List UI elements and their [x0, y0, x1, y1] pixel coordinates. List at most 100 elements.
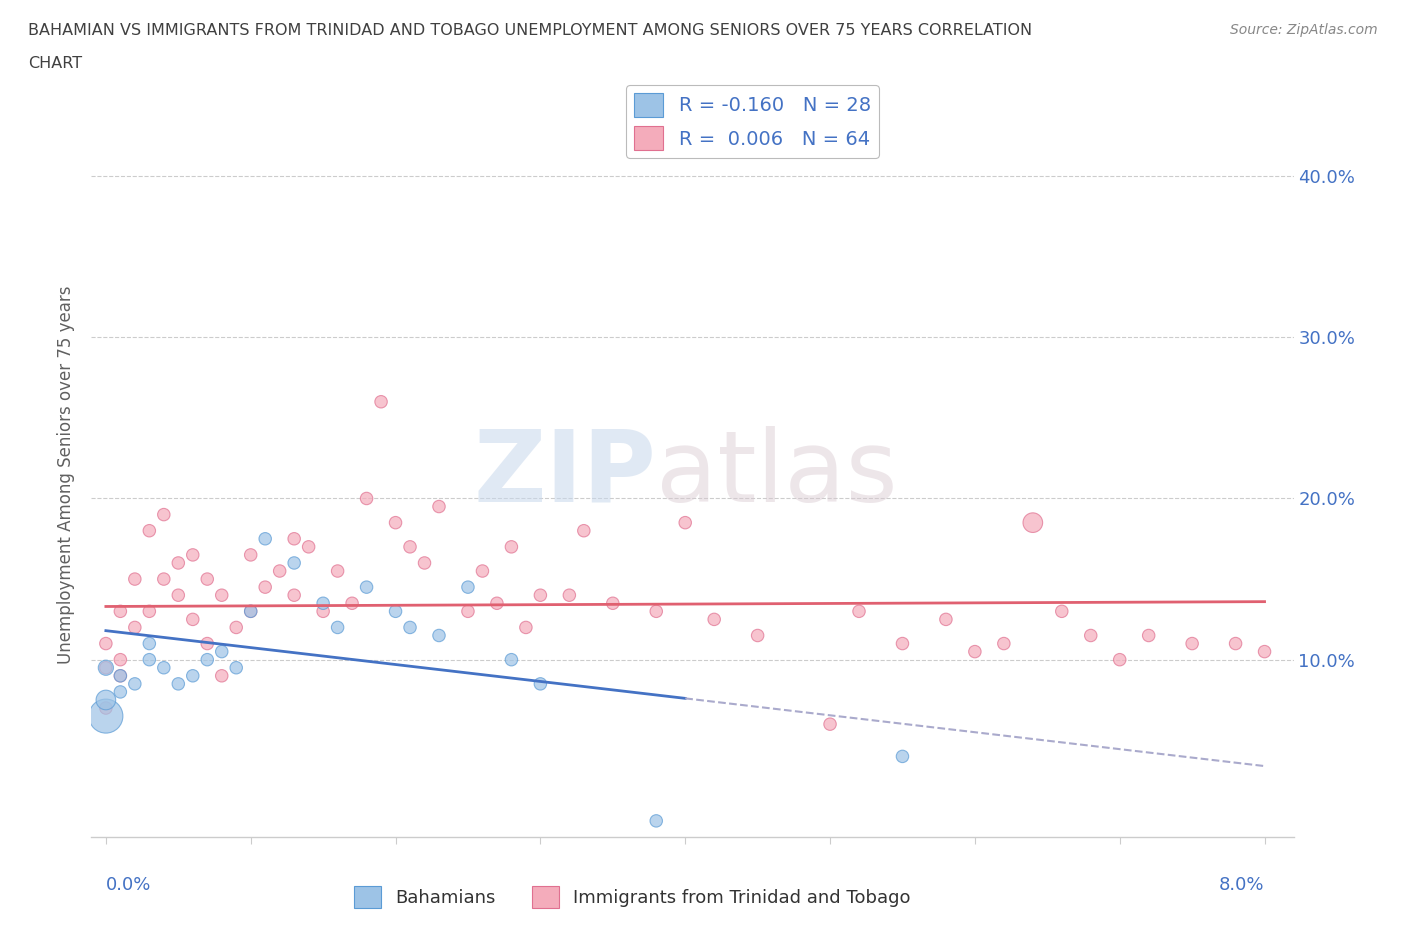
Point — [94, 700, 117, 715]
Point — [110, 684, 132, 699]
Point — [181, 669, 204, 684]
Point — [818, 717, 841, 732]
Point — [963, 644, 986, 659]
Point — [356, 579, 378, 594]
Point — [312, 596, 335, 611]
Point — [529, 676, 551, 691]
Point — [384, 515, 406, 530]
Point — [254, 579, 277, 594]
Point — [572, 524, 595, 538]
Point — [239, 604, 262, 618]
Point — [110, 604, 132, 618]
Point — [195, 652, 218, 667]
Point — [167, 555, 190, 570]
Point — [413, 555, 436, 570]
Point — [1080, 628, 1102, 643]
Text: atlas: atlas — [657, 426, 898, 523]
Point — [1022, 515, 1045, 530]
Point — [138, 604, 160, 618]
Point — [501, 539, 523, 554]
Point — [167, 676, 190, 691]
Point — [1050, 604, 1073, 618]
Point — [195, 572, 218, 587]
Point — [110, 669, 132, 684]
Text: CHART: CHART — [28, 56, 82, 71]
Point — [110, 669, 132, 684]
Point — [1225, 636, 1247, 651]
Point — [645, 604, 668, 618]
Point — [225, 660, 247, 675]
Point — [94, 660, 117, 675]
Point — [239, 604, 262, 618]
Point — [703, 612, 725, 627]
Text: 8.0%: 8.0% — [1219, 876, 1264, 894]
Point — [848, 604, 870, 618]
Point — [384, 604, 406, 618]
Point — [1137, 628, 1160, 643]
Text: 0.0%: 0.0% — [105, 876, 152, 894]
Point — [269, 564, 291, 578]
Point — [211, 644, 233, 659]
Point — [485, 596, 508, 611]
Text: ZIP: ZIP — [474, 426, 657, 523]
Point — [94, 693, 117, 708]
Point — [195, 636, 218, 651]
Text: BAHAMIAN VS IMMIGRANTS FROM TRINIDAD AND TOBAGO UNEMPLOYMENT AMONG SENIORS OVER : BAHAMIAN VS IMMIGRANTS FROM TRINIDAD AND… — [28, 23, 1032, 38]
Legend: Bahamians, Immigrants from Trinidad and Tobago: Bahamians, Immigrants from Trinidad and … — [347, 879, 918, 915]
Point — [153, 507, 176, 522]
Point — [1181, 636, 1204, 651]
Point — [181, 612, 204, 627]
Point — [501, 652, 523, 667]
Point — [427, 499, 450, 514]
Point — [283, 555, 305, 570]
Point — [94, 636, 117, 651]
Point — [747, 628, 769, 643]
Point — [239, 548, 262, 563]
Point — [211, 588, 233, 603]
Point — [427, 628, 450, 643]
Point — [283, 531, 305, 546]
Point — [225, 620, 247, 635]
Point — [602, 596, 624, 611]
Point — [515, 620, 537, 635]
Point — [370, 394, 392, 409]
Point — [891, 749, 914, 764]
Point — [283, 588, 305, 603]
Point — [254, 531, 277, 546]
Point — [326, 564, 349, 578]
Point — [645, 814, 668, 829]
Point — [138, 636, 160, 651]
Point — [457, 579, 479, 594]
Point — [673, 515, 696, 530]
Point — [153, 660, 176, 675]
Point — [124, 572, 146, 587]
Point — [94, 709, 117, 724]
Point — [167, 588, 190, 603]
Point — [935, 612, 957, 627]
Point — [457, 604, 479, 618]
Y-axis label: Unemployment Among Seniors over 75 years: Unemployment Among Seniors over 75 years — [58, 286, 76, 663]
Point — [993, 636, 1015, 651]
Point — [1253, 644, 1275, 659]
Point — [326, 620, 349, 635]
Point — [340, 596, 363, 611]
Point — [181, 548, 204, 563]
Point — [891, 636, 914, 651]
Point — [138, 652, 160, 667]
Point — [298, 539, 321, 554]
Point — [529, 588, 551, 603]
Point — [399, 620, 422, 635]
Point — [110, 652, 132, 667]
Point — [94, 660, 117, 675]
Point — [1108, 652, 1130, 667]
Point — [153, 572, 176, 587]
Text: Source: ZipAtlas.com: Source: ZipAtlas.com — [1230, 23, 1378, 37]
Point — [356, 491, 378, 506]
Point — [558, 588, 581, 603]
Point — [138, 524, 160, 538]
Point — [471, 564, 494, 578]
Point — [124, 676, 146, 691]
Point — [211, 669, 233, 684]
Point — [124, 620, 146, 635]
Point — [312, 604, 335, 618]
